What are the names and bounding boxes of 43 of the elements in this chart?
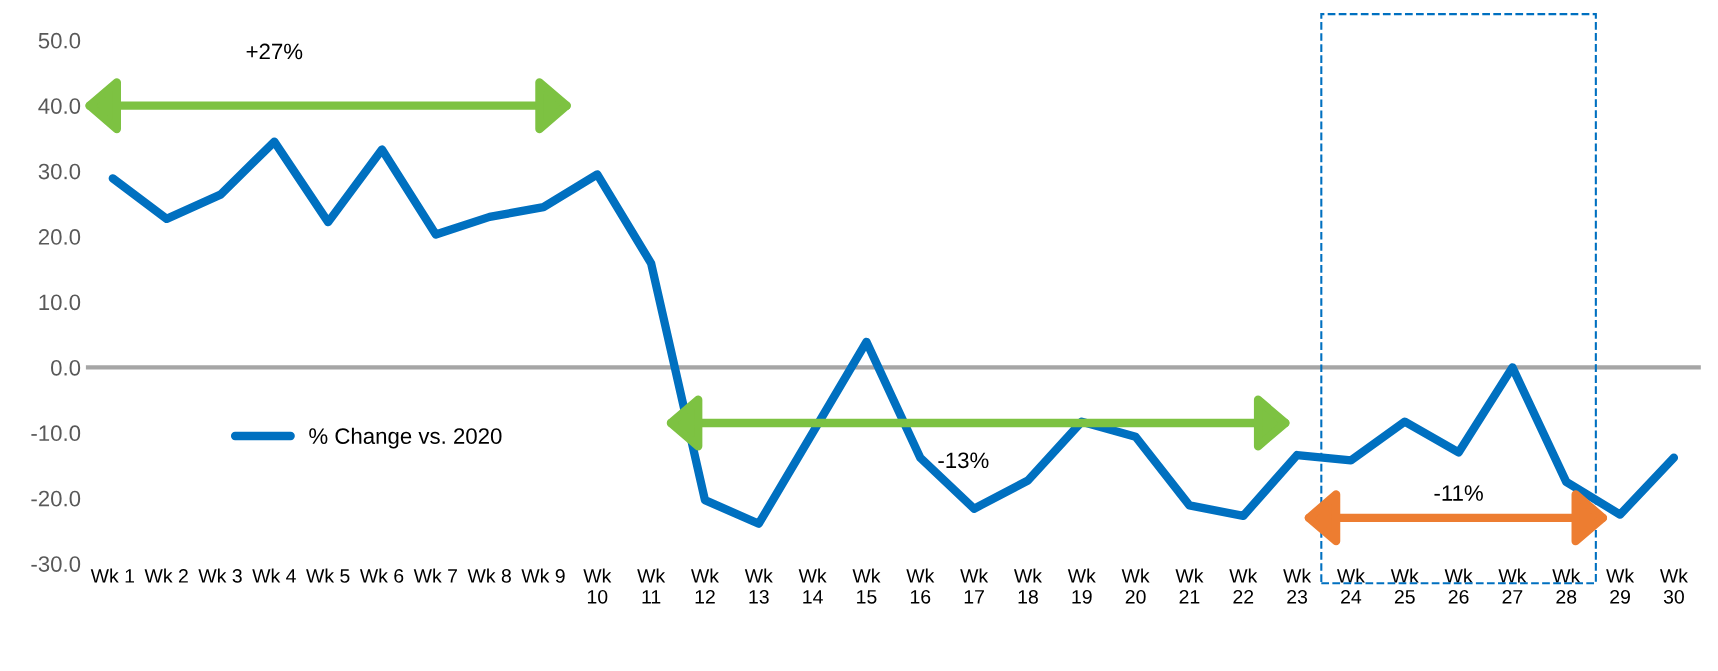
x-tick-label: Wk 30	[1659, 568, 1688, 604]
x-tick-label: Wk 8	[467, 568, 511, 583]
x-tick-label: Wk 25	[1390, 568, 1419, 604]
x-tick-label: Wk 29	[1606, 568, 1635, 604]
y-tick-label: 20.0	[38, 229, 81, 245]
y-tick-label: 30.0	[38, 163, 81, 180]
x-tick-label: Wk 27	[1498, 568, 1527, 604]
y-tick-label: -20.0	[31, 490, 81, 507]
x-tick-label: Wk 23	[1283, 568, 1312, 604]
x-tick-label: Wk 20	[1121, 568, 1150, 604]
x-tick-label: Wk 18	[1013, 568, 1042, 604]
x-tick-label: Wk 10	[583, 568, 612, 604]
y-tick-label: -10.0	[31, 425, 81, 442]
x-tick-label: Wk 2	[144, 568, 188, 583]
annotation: -11%	[1434, 485, 1483, 501]
annotation: +27%	[246, 43, 303, 60]
annotation: -13%	[938, 452, 989, 469]
x-tick-label: Wk 6	[359, 568, 404, 583]
x-tick-label: Wk 9	[521, 568, 565, 583]
legend-label: % Change vs. 2020	[309, 427, 502, 449]
x-tick-label: Wk 3	[198, 568, 242, 583]
y-tick-label: 40.0	[38, 98, 81, 114]
x-tick-label: Wk 13	[744, 568, 773, 604]
x-tick-label: Wk 24	[1336, 568, 1365, 604]
x-tick-label: Wk 21	[1175, 568, 1204, 604]
y-tick-label: 0.0	[51, 359, 81, 376]
y-tick-label: 10.0	[39, 294, 81, 311]
x-tick-label: Wk 11	[637, 568, 666, 604]
x-tick-label: Wk 14	[798, 568, 827, 604]
x-tick-label: Wk 5	[306, 568, 350, 583]
x-tick-label: Wk 22	[1229, 568, 1258, 604]
y-tick-label: -30.0	[31, 556, 81, 572]
x-tick-label: Wk 15	[852, 568, 881, 604]
x-tick-label: Wk 1	[90, 568, 135, 583]
x-tick-label: Wk 17	[960, 568, 989, 604]
x-tick-label: Wk 7	[413, 568, 457, 583]
x-tick-label: Wk 28	[1552, 568, 1581, 604]
x-tick-label: Wk 12	[691, 568, 720, 604]
x-tick-label: Wk 16	[906, 568, 935, 604]
x-tick-label: Wk 26	[1444, 568, 1473, 604]
x-tick-label: Wk 4	[252, 568, 296, 583]
x-tick-label: Wk 19	[1067, 568, 1096, 604]
y-tick-label: 50.0	[38, 32, 81, 49]
